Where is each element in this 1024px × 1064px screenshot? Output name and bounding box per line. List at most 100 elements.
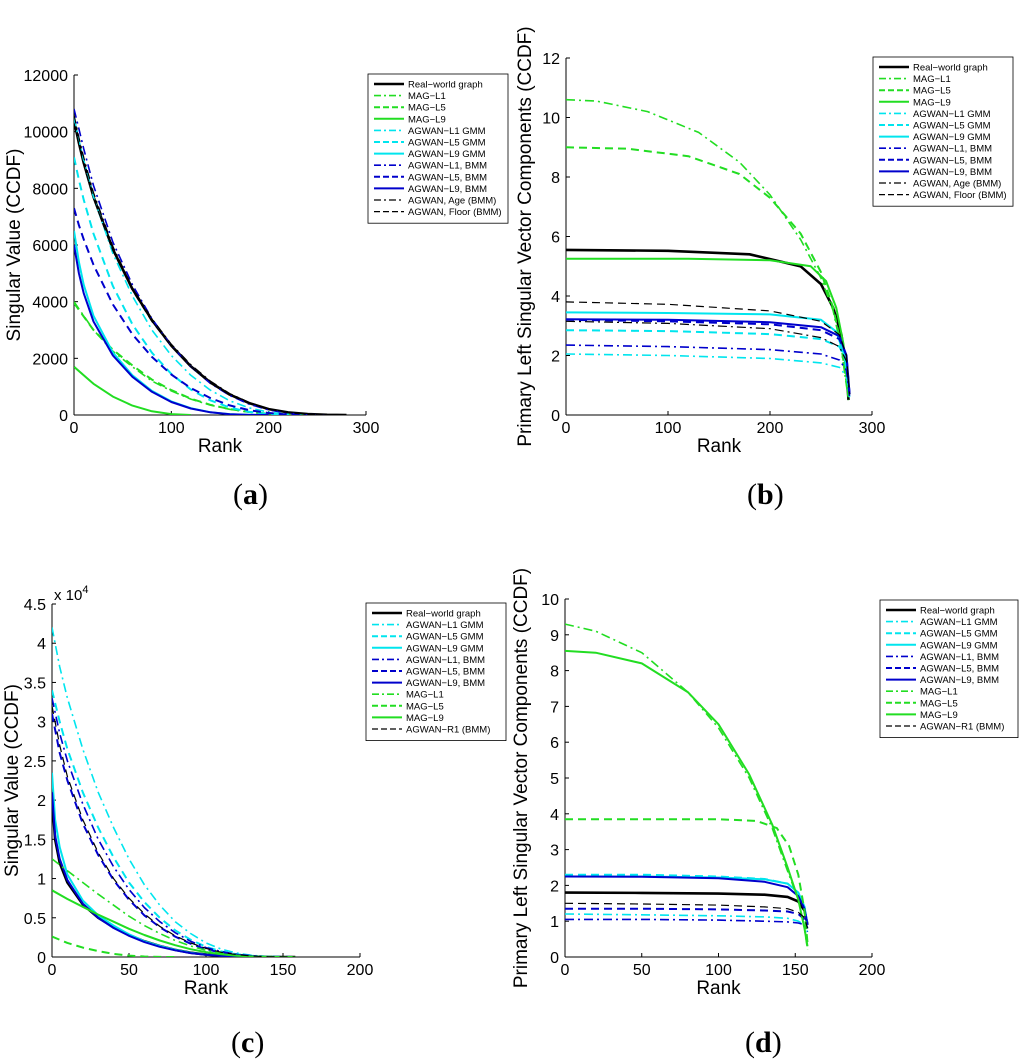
legend-label: MAG−L1 — [408, 91, 446, 102]
legend-label: AGWAN−L1, BMM — [913, 144, 992, 155]
y-tick-label: 2000 — [32, 351, 68, 368]
y-tick-label: 2.5 — [24, 754, 46, 771]
x-tick-label: 100 — [705, 962, 732, 979]
series-line-d-8 — [565, 818, 809, 943]
legend-label: AGWAN, Floor (BMM) — [408, 207, 502, 218]
series-line-c-4 — [52, 697, 296, 957]
series-line-a-9 — [74, 244, 269, 415]
legend-label: MAG−L9 — [920, 710, 958, 721]
legend-label: AGWAN−L5 GMM — [406, 632, 484, 643]
series-line-d-6 — [565, 875, 809, 925]
series-line-b-3 — [566, 257, 850, 398]
series-line-a-8 — [74, 207, 308, 415]
chart-d: 0 50 100 150 200 0 1 2 3 4 5 6 7 8 9 10 Rank Primary Left… — [511, 568, 1019, 999]
y-tick-label: 4 — [550, 807, 559, 824]
y-tick-label: 9 — [550, 628, 559, 645]
x-axis-label: Rank — [184, 978, 229, 999]
y-tick-label: 0.5 — [24, 911, 46, 928]
series-line-a-2 — [74, 302, 308, 415]
legend-label: AGWAN−L9, BMM — [913, 167, 992, 178]
series-line-c-9 — [52, 889, 296, 957]
legend: Real−world graphMAG−L1MAG−L5MAG−L9AGWAN−… — [367, 73, 509, 224]
legend-label: AGWAN−L9, BMM — [408, 184, 487, 195]
y-multiplier: x 104 — [54, 584, 88, 604]
x-axis-label: Rank — [697, 436, 742, 457]
x-tick-label: 200 — [757, 420, 784, 437]
x-tick-label: 200 — [255, 420, 282, 437]
series-line-b-4 — [566, 353, 851, 398]
panel-label-b: (b) — [747, 478, 784, 511]
x-tick-label: 0 — [562, 420, 571, 437]
legend-label: Real−world graph — [913, 63, 988, 74]
series-line-b-1 — [566, 98, 850, 401]
y-tick-label: 7 — [550, 699, 559, 716]
y-tick-label: 4 — [551, 289, 560, 306]
legend-label: AGWAN−L9, BMM — [920, 675, 999, 686]
series-line-d-5 — [565, 907, 809, 929]
x-tick-label: 0 — [561, 962, 570, 979]
x-tick-label: 200 — [347, 962, 374, 979]
x-tick-label: 200 — [859, 962, 886, 979]
y-tick-label: 10 — [542, 111, 560, 128]
legend-label: AGWAN−L1 GMM — [913, 109, 991, 120]
legend-label: MAG−L1 — [406, 690, 444, 701]
y-tick-label: 1 — [550, 914, 559, 931]
x-axis-label: Rank — [696, 978, 741, 999]
legend-label: AGWAN, Age (BMM) — [408, 196, 496, 207]
series-line-d-7 — [565, 623, 809, 950]
legend-label: MAG−L9 — [406, 713, 444, 724]
legend-label: AGWAN−L9, BMM — [406, 678, 485, 689]
x-tick-label: 50 — [120, 962, 138, 979]
x-tick-label: 150 — [270, 962, 297, 979]
legend-label: AGWAN−L1 GMM — [408, 126, 486, 137]
series-line-a-5 — [74, 156, 289, 415]
legend-label: AGWAN−R1 (BMM) — [920, 722, 1004, 733]
y-axis-label: Primary Left Singular Vector Components … — [515, 26, 536, 446]
series-line-d-9 — [565, 649, 809, 947]
y-tick-label: 10 — [541, 592, 559, 609]
x-tick-label: 100 — [158, 420, 185, 437]
legend-label: MAG−L5 — [408, 103, 446, 114]
series-line-a-10 — [74, 114, 328, 415]
legend-label: AGWAN−L9 GMM — [406, 643, 484, 654]
panel-label-d: (d) — [745, 1026, 782, 1059]
y-tick-label: 0 — [550, 950, 559, 967]
legend-label: Real−world graph — [920, 606, 995, 617]
y-tick-label: 12 — [542, 51, 560, 68]
legend-label: MAG−L5 — [913, 86, 951, 97]
legend-label: AGWAN−L5 GMM — [408, 138, 486, 149]
series-line-c-1 — [52, 627, 296, 957]
y-tick-label: 1 — [37, 872, 46, 889]
legend-label: AGWAN, Age (BMM) — [913, 179, 1001, 190]
y-tick-label: 12000 — [24, 68, 69, 85]
y-tick-label: 2 — [37, 793, 46, 810]
y-tick-label: 5 — [550, 771, 559, 788]
chart-c: 0 50 100 150 200 0 0.5 1 1.5 2 2.5 3 3.5 4 4.5 Rank Sing… — [2, 584, 507, 999]
panel-label-c: (c) — [231, 1026, 265, 1059]
y-axis-label: Singular Value (CCDF) — [4, 149, 25, 342]
series-line-a-7 — [74, 108, 328, 415]
series-line-a-11 — [74, 123, 328, 415]
legend-box — [872, 56, 1014, 207]
legend-label: MAG−L5 — [406, 701, 444, 712]
y-tick-label: 1.5 — [24, 832, 46, 849]
y-tick-label: 3 — [550, 843, 559, 860]
y-tick-label: 8 — [550, 664, 559, 681]
series-line-c-2 — [52, 690, 296, 957]
legend-label: MAG−L5 — [920, 698, 958, 709]
legend-label: MAG−L1 — [920, 687, 958, 698]
series-line-d-10 — [565, 902, 809, 929]
y-tick-label: 8 — [551, 170, 560, 187]
x-tick-label: 50 — [633, 962, 651, 979]
x-tick-label: 300 — [353, 420, 380, 437]
legend: Real−world graphMAG−L1MAG−L5MAG−L9AGWAN−… — [872, 56, 1014, 207]
y-tick-label: 0 — [551, 408, 560, 425]
x-tick-label: 150 — [782, 962, 809, 979]
y-tick-label: 0 — [59, 408, 68, 425]
legend-label: AGWAN−L1, BMM — [406, 655, 485, 666]
y-tick-label: 4 — [37, 636, 46, 653]
y-tick-label: 0 — [37, 950, 46, 967]
series-line-d-4 — [565, 918, 809, 933]
